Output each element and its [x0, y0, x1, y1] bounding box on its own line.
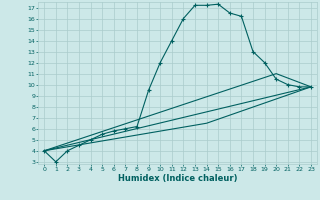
X-axis label: Humidex (Indice chaleur): Humidex (Indice chaleur)	[118, 174, 237, 183]
